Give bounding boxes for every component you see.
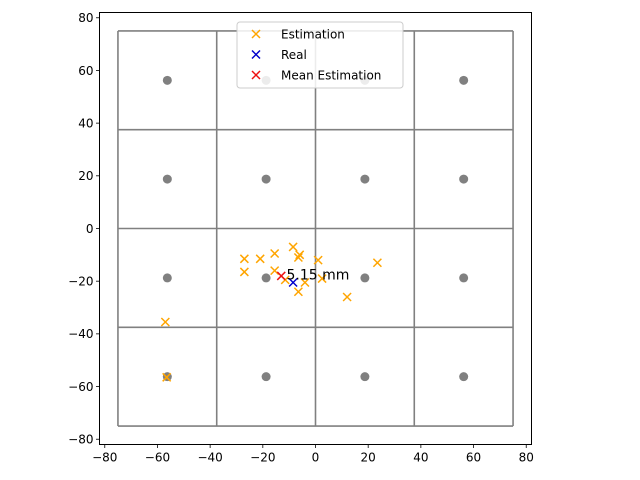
legend-label-real: Real [281,48,307,62]
x-tick-label-1: −60 [145,451,170,465]
reference-point-10 [360,273,370,283]
reference-point-7 [459,174,469,184]
estimation-point-4 [295,250,305,260]
annotations: 5.15 mm [287,268,350,284]
legend-marker-estimation [251,29,261,39]
legend-box [236,21,404,89]
estimation-point-7 [372,258,382,268]
y-tick-label-1: −60 [68,380,93,394]
y-tick-label-3: −20 [68,274,93,288]
legend-marker-real [251,49,261,60]
x-tick-label-2: −40 [197,451,222,465]
estimation-point-14 [342,292,352,302]
x-tick-label-5: 20 [361,451,376,465]
legend: Estimation Real Mean Estimation [236,21,404,89]
y-axis-ticks: −80 −60 −40 −20 0 20 40 60 80 [68,11,100,447]
reference-point-13 [261,372,271,382]
legend-label-estimation: Estimation [281,28,345,42]
estimation-point-11 [300,277,310,288]
y-tick-label-5: 20 [78,169,93,183]
y-tick-label-6: 40 [78,116,93,130]
estimation-point-16 [162,372,172,382]
estimation-point-0 [239,254,249,264]
reference-point-8 [162,273,172,283]
x-tick-label-0: −80 [92,451,117,465]
legend-label-mean-estimation: Mean Estimation [281,69,381,83]
reference-point-6 [360,174,370,184]
estimation-point-3 [288,242,298,252]
y-tick-label-2: −40 [68,327,93,341]
reference-point-4 [162,174,172,184]
x-tick-label-8: 80 [519,451,534,465]
estimation-point-9 [270,266,280,276]
estimation-point-15 [160,317,170,327]
x-tick-label-6: 40 [413,451,428,465]
reference-point-11 [459,273,469,283]
reference-point-5 [261,174,271,184]
x-tick-label-4: 0 [312,451,320,465]
x-tick-label-3: −20 [250,451,275,465]
estimation-point-2 [270,248,280,259]
y-tick-label-0: −80 [68,433,93,447]
mean-estimation-point-0 [276,271,286,281]
y-tick-label-4: 0 [86,222,94,236]
x-tick-label-7: 60 [466,451,481,465]
estimation-point-12 [317,274,327,284]
real-point-0 [288,277,298,288]
y-tick-label-8: 80 [78,11,93,25]
reference-point-3 [459,75,469,85]
reference-point-15 [459,372,469,382]
estimation-point-6 [313,255,323,265]
estimation-point-1 [255,254,265,264]
estimation-point-13 [293,287,303,297]
estimation-point-8 [239,267,249,277]
estimation-point-5 [293,252,303,263]
y-tick-label-7: 60 [78,64,93,78]
data-series [160,242,382,382]
reference-point-0 [162,75,172,85]
x-axis-ticks: −80 −60 −40 −20 0 20 40 60 80 [92,444,534,465]
annotation-label-0: 5.15 mm [287,268,350,284]
reference-point-9 [261,273,271,283]
legend-marker-mean-estimation [251,70,261,80]
reference-point-14 [360,372,370,382]
